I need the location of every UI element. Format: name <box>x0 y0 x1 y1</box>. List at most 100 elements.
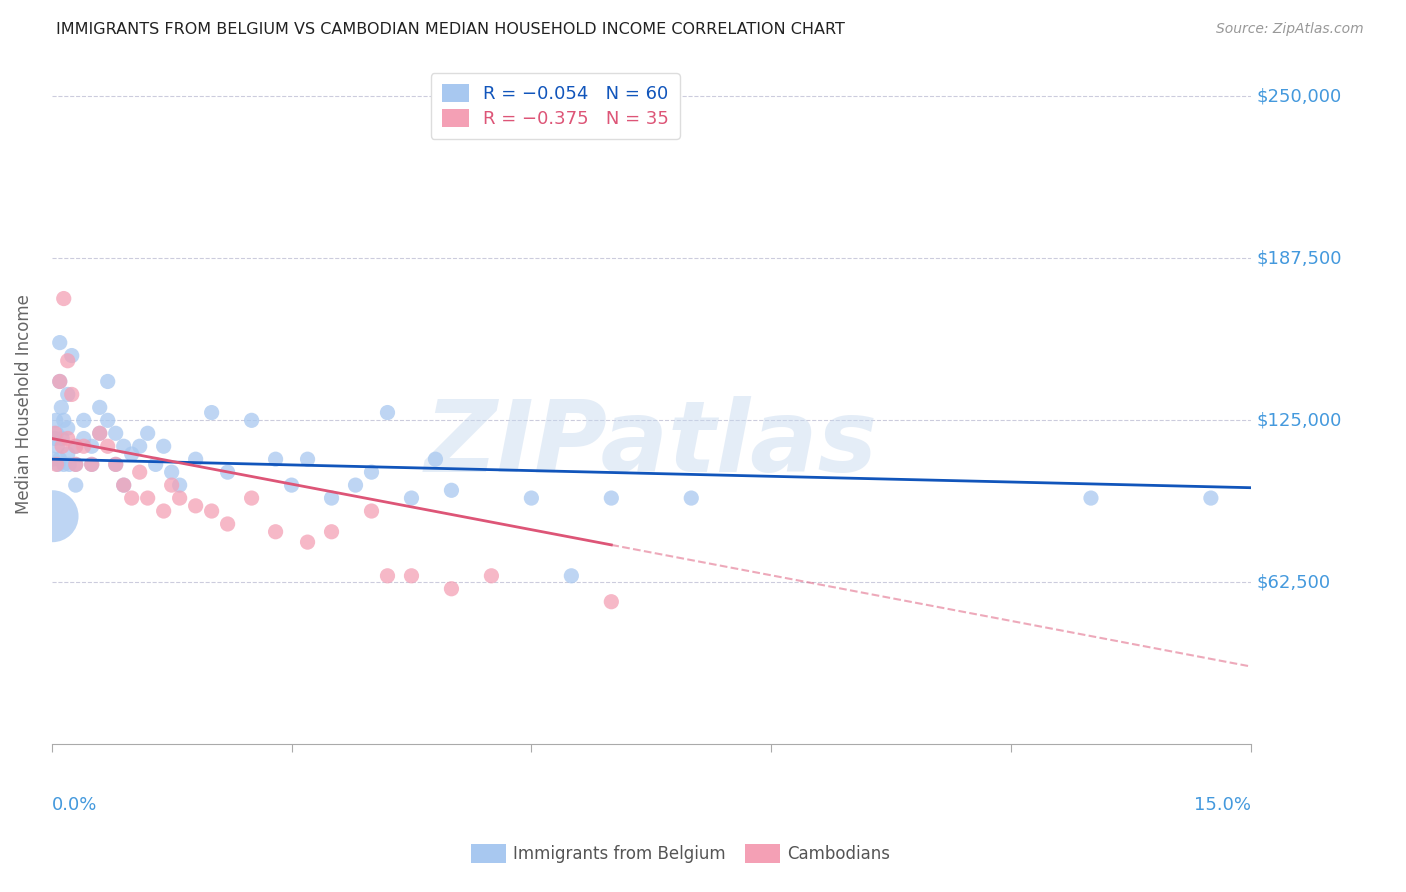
Point <box>52 292 75 306</box>
Y-axis label: Median Household Income: Median Household Income <box>15 294 32 514</box>
Point <box>1199 491 1222 505</box>
Text: $187,500: $187,500 <box>1257 250 1343 268</box>
Legend: R = −0.054   N = 60, R = −0.375   N = 35: R = −0.054 N = 60, R = −0.375 N = 35 <box>430 73 681 139</box>
Point <box>89 426 111 441</box>
Point <box>184 499 207 513</box>
Point <box>56 387 79 401</box>
Point <box>80 439 103 453</box>
Point <box>425 452 447 467</box>
Point <box>121 491 143 505</box>
Point <box>136 491 159 505</box>
Point <box>360 504 382 518</box>
Point <box>46 439 69 453</box>
Point <box>44 432 66 446</box>
Point <box>128 439 150 453</box>
Point <box>280 478 302 492</box>
Point <box>52 458 75 472</box>
Point <box>360 465 382 479</box>
Point <box>45 426 67 441</box>
Point <box>401 491 423 505</box>
Point <box>97 439 120 453</box>
Point <box>104 458 127 472</box>
Text: Immigrants from Belgium: Immigrants from Belgium <box>513 845 725 863</box>
Point <box>51 432 73 446</box>
Point <box>121 447 143 461</box>
Point <box>600 491 623 505</box>
Point <box>73 439 96 453</box>
Point <box>45 413 67 427</box>
Point <box>48 452 70 467</box>
Point <box>97 375 120 389</box>
Point <box>58 458 80 472</box>
Point <box>45 458 67 472</box>
Point <box>201 406 224 420</box>
Point <box>401 569 423 583</box>
Point <box>152 504 174 518</box>
Point <box>65 439 87 453</box>
Point <box>51 439 73 453</box>
Point <box>201 504 224 518</box>
Point <box>60 387 83 401</box>
Text: 15.0%: 15.0% <box>1194 796 1251 814</box>
Point <box>73 432 96 446</box>
Text: ZIPatlas: ZIPatlas <box>425 396 877 493</box>
Text: $125,000: $125,000 <box>1257 411 1343 429</box>
Point <box>297 452 319 467</box>
Point <box>184 452 207 467</box>
Point <box>65 439 87 453</box>
Point <box>104 458 127 472</box>
Point <box>321 491 343 505</box>
Point <box>46 458 69 472</box>
Point <box>52 413 75 427</box>
Point <box>240 491 263 505</box>
Point <box>440 582 463 596</box>
Point <box>60 349 83 363</box>
Point <box>217 465 239 479</box>
Point <box>104 426 127 441</box>
Point <box>297 535 319 549</box>
Point <box>217 516 239 531</box>
Point <box>560 569 582 583</box>
Point <box>112 478 135 492</box>
Point <box>112 439 135 453</box>
Point <box>56 353 79 368</box>
Point <box>48 375 70 389</box>
Point <box>48 375 70 389</box>
Point <box>321 524 343 539</box>
Point <box>136 426 159 441</box>
Point <box>56 421 79 435</box>
Point <box>160 478 183 492</box>
Point <box>681 491 703 505</box>
Point <box>169 491 191 505</box>
Point <box>377 569 399 583</box>
Point <box>42 452 65 467</box>
Point <box>65 458 87 472</box>
Point <box>56 447 79 461</box>
Point <box>48 335 70 350</box>
Point <box>65 458 87 472</box>
Point <box>112 478 135 492</box>
Point <box>440 483 463 498</box>
Point <box>89 401 111 415</box>
Point <box>1080 491 1102 505</box>
Point <box>264 524 287 539</box>
Point <box>89 426 111 441</box>
Point <box>97 413 120 427</box>
Point <box>65 478 87 492</box>
Text: IMMIGRANTS FROM BELGIUM VS CAMBODIAN MEDIAN HOUSEHOLD INCOME CORRELATION CHART: IMMIGRANTS FROM BELGIUM VS CAMBODIAN MED… <box>56 22 845 37</box>
Text: Cambodians: Cambodians <box>787 845 890 863</box>
Point <box>240 413 263 427</box>
Point <box>80 458 103 472</box>
Text: $250,000: $250,000 <box>1257 87 1343 105</box>
Text: Source: ZipAtlas.com: Source: ZipAtlas.com <box>1216 22 1364 37</box>
Point <box>160 465 183 479</box>
Text: $62,500: $62,500 <box>1257 574 1331 591</box>
Point <box>80 458 103 472</box>
Point <box>41 509 63 524</box>
Point <box>169 478 191 492</box>
Point <box>128 465 150 479</box>
Point <box>152 439 174 453</box>
Point <box>145 458 167 472</box>
Point <box>600 595 623 609</box>
Point <box>44 426 66 441</box>
